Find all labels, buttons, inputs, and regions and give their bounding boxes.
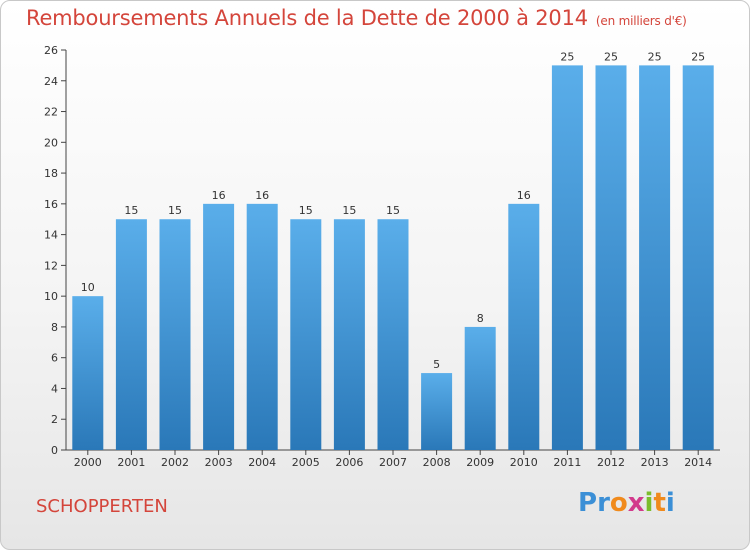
data-label: 16 [255,189,269,202]
y-tick-label: 8 [51,321,58,334]
y-tick-label: 2 [51,413,58,426]
chart-unit: (en milliers d'€) [595,14,687,28]
data-label: 15 [124,204,138,217]
bar-2010 [508,203,540,450]
x-tick-label: 2011 [553,456,581,469]
data-label: 15 [386,204,400,217]
logo-letter: P [578,488,598,518]
data-label: 15 [168,204,182,217]
logo-letter: x [627,488,645,518]
bar-2009 [464,326,496,450]
logo-letter: o [609,488,628,518]
chart-title: Remboursements Annuels de la Dette de 20… [26,6,687,30]
y-tick-label: 12 [44,259,58,272]
logo-letter: r [597,488,610,518]
x-tick-label: 2002 [161,456,189,469]
x-tick-label: 2007 [379,456,407,469]
bar-2006 [333,219,365,450]
data-label: 16 [517,189,531,202]
data-label: 8 [477,312,484,325]
y-tick-label: 0 [51,444,58,457]
data-label: 25 [560,50,574,63]
y-tick-label: 4 [51,382,58,395]
x-tick-label: 2014 [684,456,712,469]
x-tick-label: 2013 [641,456,669,469]
bar-2000 [72,296,104,450]
logo-letter: t [653,488,666,518]
y-tick-label: 10 [44,290,58,303]
logo-letter: i [665,488,675,518]
x-tick-label: 2008 [423,456,451,469]
y-tick-label: 20 [44,136,58,149]
y-tick-label: 22 [44,106,58,119]
proxiti-logo: Proxiti [578,488,675,518]
bar-2014 [682,65,714,450]
x-tick-label: 2010 [510,456,538,469]
x-tick-label: 2004 [248,456,276,469]
bar-2007 [377,219,409,450]
y-tick-label: 6 [51,352,58,365]
data-label: 10 [81,281,95,294]
bar-2001 [115,219,147,450]
x-tick-label: 2003 [205,456,233,469]
chart-title-text: Remboursements Annuels de la Dette de 20… [26,6,588,30]
bar-2012 [595,65,627,450]
data-label: 25 [648,50,662,63]
x-tick-label: 2001 [117,456,145,469]
x-tick-label: 2000 [74,456,102,469]
logo-letter: i [644,488,654,518]
bar-2002 [159,219,191,450]
x-tick-label: 2012 [597,456,625,469]
chart-labels: 2000 10 2001 15 2002 15 2003 16 2004 16 2005 15 2006… [74,50,712,469]
x-tick-label: 2009 [466,456,494,469]
x-tick-label: 2005 [292,456,320,469]
bar-2005 [290,219,322,450]
data-label: 15 [299,204,313,217]
y-tick-label: 26 [44,44,58,57]
bar-2008 [421,373,453,450]
data-label: 16 [212,189,226,202]
y-tick-label: 16 [44,198,58,211]
bar-2004 [246,203,278,450]
x-tick-label: 2006 [335,456,363,469]
y-tick-label: 24 [44,75,58,88]
bar-2011 [551,65,583,450]
bar-2013 [639,65,671,450]
y-tick-label: 14 [44,229,58,242]
chart-bars [72,65,714,450]
data-label: 25 [604,50,618,63]
data-label: 25 [691,50,705,63]
commune-name: SCHOPPERTEN [36,496,168,517]
y-tick-label: 18 [44,167,58,180]
bar-2003 [203,203,235,450]
data-label: 5 [433,358,440,371]
data-label: 15 [342,204,356,217]
